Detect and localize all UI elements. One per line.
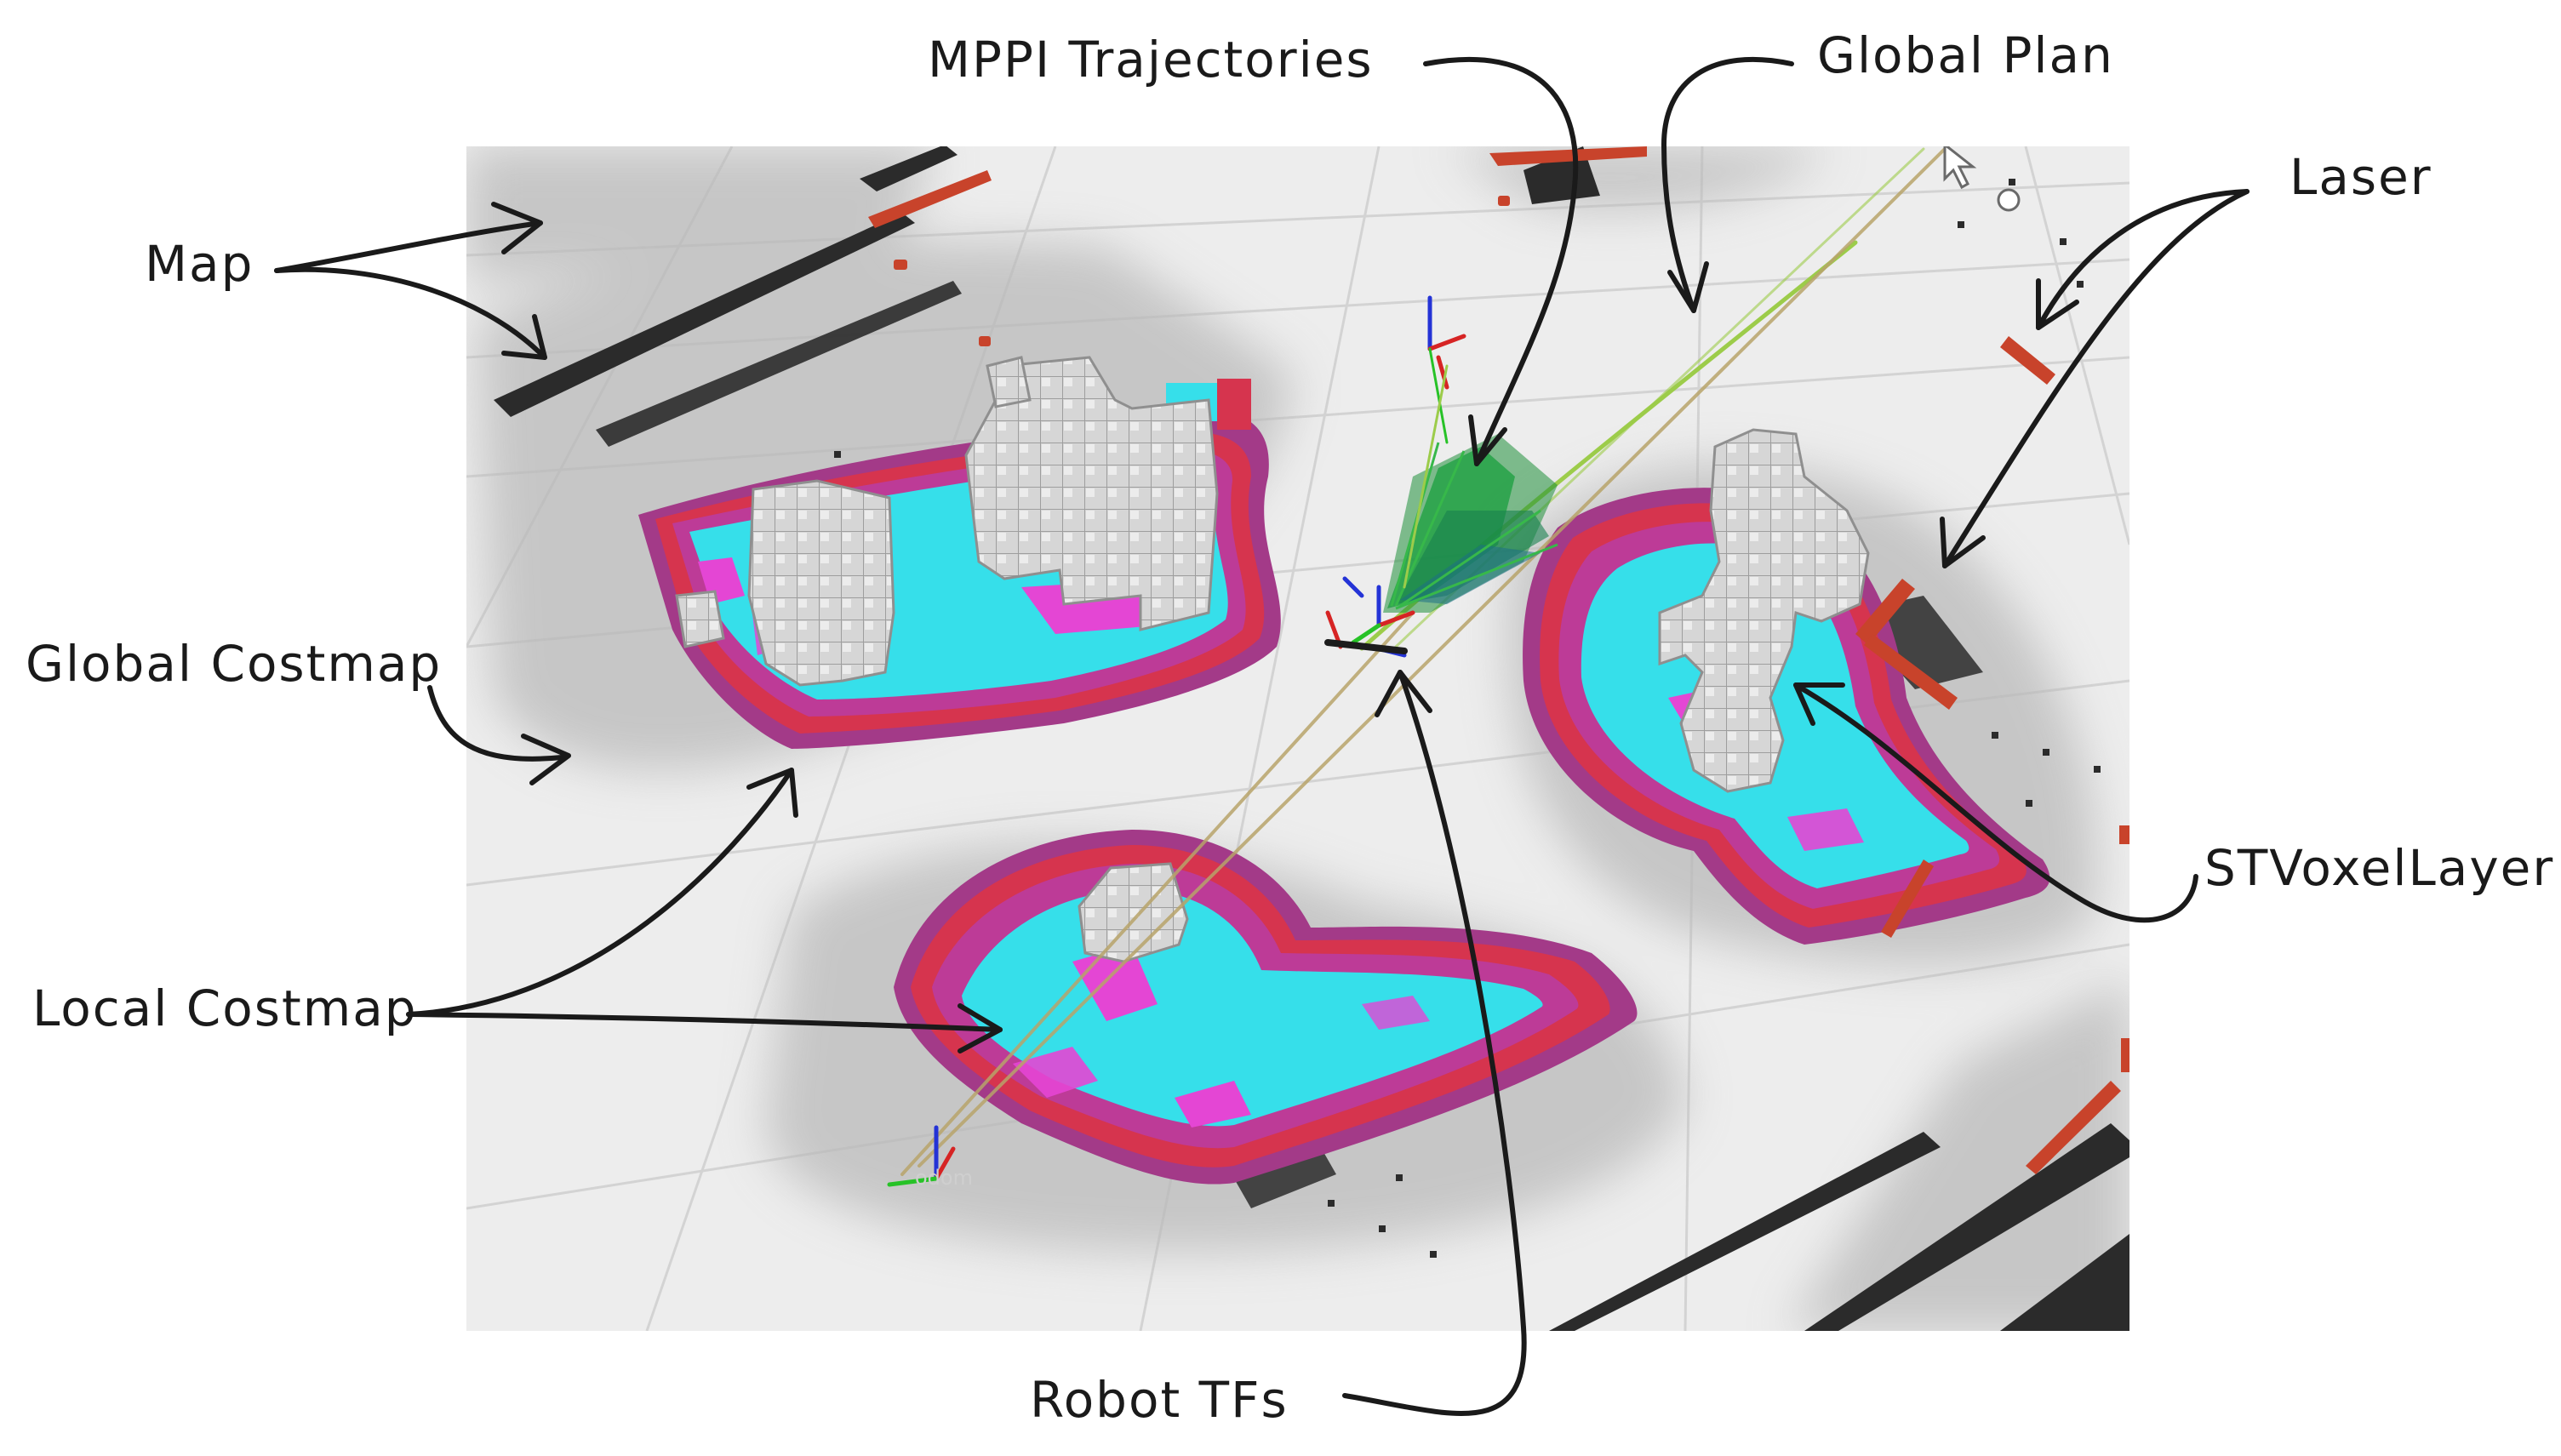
robot-tfs-arrow — [1342, 670, 1527, 1416]
label-global-plan: Global Plan — [1817, 26, 2114, 84]
annotation-arrows — [274, 56, 2249, 1416]
global-plan-arrow — [1661, 56, 1794, 313]
odom-label: odom — [915, 1166, 973, 1190]
annotation-labels: Map MPPI Trajectories Global Plan Laser … — [26, 26, 2554, 1429]
stvoxel-blocks — [675, 356, 1870, 963]
mppi-trajectories — [1383, 434, 1558, 613]
laser-scan — [868, 146, 2129, 1174]
label-mppi-trajectories: MPPI Trajectories — [928, 31, 1374, 89]
label-map: Map — [145, 235, 254, 293]
label-stvoxellayer: STVoxelLayer — [2204, 839, 2554, 897]
stvoxel-arrow — [1793, 682, 2198, 923]
global-costmap-arrow — [427, 685, 571, 785]
global-plan-line — [900, 611, 1415, 1176]
voxel-block — [964, 356, 1219, 631]
label-local-costmap: Local Costmap — [32, 979, 418, 1037]
mppi-arrow — [1423, 57, 1579, 466]
label-robot-tfs: Robot TFs — [1030, 1371, 1289, 1429]
label-global-costmap: Global Costmap — [26, 635, 442, 693]
map-arrow — [274, 202, 547, 360]
global-plan-line — [918, 146, 1950, 1168]
label-laser: Laser — [2289, 148, 2432, 206]
laser-arrow — [1940, 189, 2249, 568]
rviz-viewport: odom — [466, 146, 2129, 1331]
local-costmap-arrow — [406, 768, 1003, 1053]
rviz-cursor-icon — [1943, 146, 2021, 212]
voxel-block — [675, 590, 725, 648]
robot-tfs — [887, 295, 1466, 1187]
voxel-block — [1658, 428, 1870, 793]
voxel-block — [747, 479, 895, 687]
voxel-block — [986, 356, 1032, 408]
